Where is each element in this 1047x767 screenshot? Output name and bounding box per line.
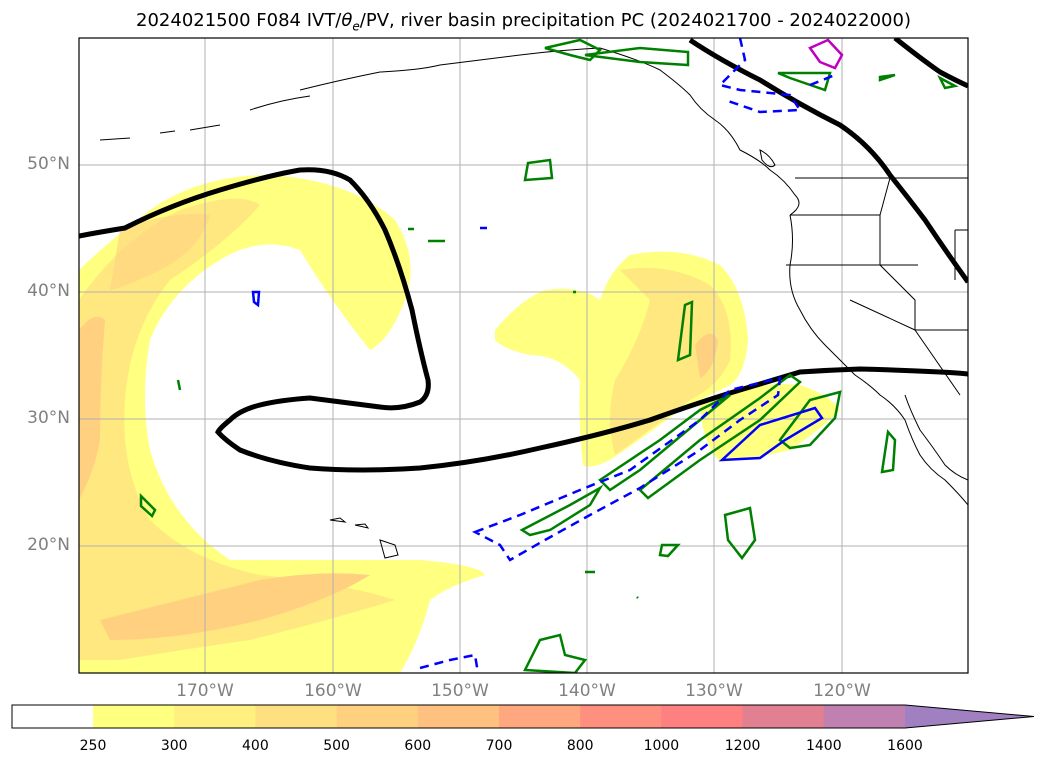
ivt-region-west-dark <box>79 316 105 500</box>
state-borders <box>786 177 968 396</box>
green-contour-1 <box>544 38 603 62</box>
green-contour-6 <box>638 373 802 500</box>
lat-label-30n: 30°N <box>27 408 70 428</box>
green-contours <box>139 38 959 673</box>
green-contour-9 <box>723 506 757 561</box>
blue-contour-dashed-2 <box>717 38 836 114</box>
lon-label-160w: 160°W <box>304 681 362 701</box>
blue-contour-solid-1 <box>718 406 824 462</box>
lon-label-170w: 170°W <box>176 681 234 701</box>
colorbar-tick-label: 300 <box>160 738 188 754</box>
colorbar-extend-arrow <box>905 705 1034 728</box>
colorbar-tick-label: 1600 <box>887 738 923 754</box>
colorbar-tick-label: 700 <box>485 738 513 754</box>
green-contour-8 <box>519 484 604 537</box>
colorbar-swatch <box>580 705 662 728</box>
colorbar-tick-label: 1200 <box>724 738 761 754</box>
lon-label-140w: 140°W <box>558 681 616 701</box>
baja-coast <box>904 394 968 481</box>
green-contour-4 <box>676 300 694 362</box>
blue-contour-dashed-1 <box>471 376 782 562</box>
lat-label-40n: 40°N <box>27 281 70 301</box>
colorbar-swatch <box>417 705 500 728</box>
ivt-region-west-upper <box>110 214 210 290</box>
blue-contours <box>251 38 836 673</box>
lat-label-50n: 50°N <box>27 154 70 174</box>
lon-label-130w: 130°W <box>685 681 743 701</box>
colorbar-tick-label: 1400 <box>805 738 842 754</box>
colorbar-swatch <box>174 705 256 728</box>
blue-contour-solid-2 <box>251 290 261 308</box>
colorbar-swatch <box>93 705 175 728</box>
hawaii-islands <box>329 517 399 559</box>
gridlines <box>79 38 968 673</box>
lat-label-20n: 20°N <box>27 535 70 555</box>
blue-contour-dashed-3 <box>419 653 480 673</box>
ivt-region-west-dark2 <box>100 573 370 640</box>
green-contour-5 <box>598 393 731 492</box>
colorbar-tick-label: 500 <box>323 738 350 754</box>
green-contour-13 <box>139 492 157 519</box>
ivt-region-west-mid <box>79 198 395 661</box>
green-contour-2 <box>584 46 690 67</box>
colorbar-under <box>12 705 93 728</box>
green-contour-14 <box>777 71 832 92</box>
colorbar-tick-label: 400 <box>242 738 269 754</box>
colorbar <box>11 704 1035 729</box>
pv-contour-northeast-2 <box>893 38 968 89</box>
colorbar-swatch <box>823 705 906 728</box>
coastlines <box>99 47 968 559</box>
green-contour-15 <box>878 73 959 90</box>
green-contour-7 <box>778 390 842 450</box>
colorbar-swatch <box>661 705 744 728</box>
pv-contour <box>79 167 968 473</box>
lon-label-120w: 120°W <box>813 681 871 701</box>
colorbar-swatch <box>255 705 338 728</box>
us-west-coast <box>789 214 968 506</box>
colorbar-tick-label: 800 <box>566 738 594 754</box>
magenta-contour <box>808 38 844 70</box>
green-contour-12 <box>880 429 897 474</box>
pv-contour-northeast <box>688 38 968 284</box>
colorbar-swatch <box>742 705 825 728</box>
ivt-region-central-mid <box>610 267 731 455</box>
colorbar-tick-label: 250 <box>79 738 107 754</box>
green-contour-11 <box>523 633 588 673</box>
colorbar-tick-label: 1000 <box>643 738 680 754</box>
green-contour-3 <box>523 158 554 182</box>
green-contour-10 <box>658 543 681 558</box>
green-contour-16 <box>176 227 639 599</box>
ivt-region-central-dark <box>695 333 718 378</box>
map-title: 2024021500 F084 IVT/θe/PV, river basin p… <box>136 10 911 34</box>
alaska-coast <box>99 47 601 141</box>
colorbar-tick-label: 600 <box>404 738 432 754</box>
canada-coast <box>599 47 800 216</box>
vancouver-island <box>759 149 776 168</box>
colorbar-swatch <box>499 705 581 728</box>
colorbar-outline <box>11 704 1035 729</box>
map-frame <box>78 37 969 674</box>
lon-label-150w: 150°W <box>431 681 489 701</box>
colorbar-swatches <box>93 705 906 728</box>
colorbar-swatch <box>336 705 419 728</box>
